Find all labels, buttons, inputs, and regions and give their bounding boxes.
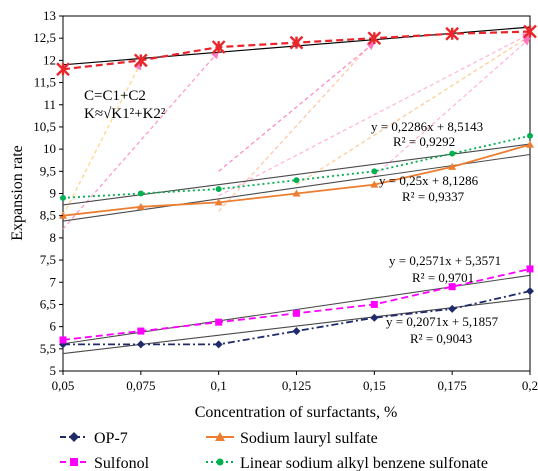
data-point <box>370 180 379 188</box>
data-point <box>136 202 145 210</box>
legend-label-sls: Sodium lauryl sulfate <box>240 430 378 447</box>
data-point <box>56 62 70 77</box>
y-tick-label: 6 <box>50 319 57 334</box>
y-axis-title: Expansion rate <box>9 145 26 241</box>
y-tick-label: 8,5 <box>40 208 56 223</box>
series-lines <box>56 24 537 349</box>
legend-marker-lasbs <box>216 458 224 466</box>
combination-arrows <box>62 33 531 230</box>
y-tick-label: 5 <box>50 363 57 378</box>
combination-arrow <box>218 42 375 172</box>
legend-item-sls: Sodium lauryl sulfate <box>206 430 378 447</box>
data-point <box>526 287 534 296</box>
y-tick-label: 8 <box>50 230 57 245</box>
formula-line-2: K≈√K1²+K2² <box>84 106 166 122</box>
formula-box: C=C1+C2 K≈√K1²+K2² <box>84 88 166 122</box>
legend-label-sulfonol: Sulfonol <box>94 455 150 471</box>
y-tick-label: 7 <box>50 274 57 289</box>
legend-label-lasbs: Linear sodium alkyl benzene sulfonate <box>240 455 488 471</box>
trend-equation-sls: y = 0,25x + 8,1286 <box>379 173 479 188</box>
legend-label-op7: OP-7 <box>94 430 128 447</box>
legend-marker-sls <box>215 432 225 441</box>
data-point <box>211 40 226 54</box>
data-point <box>214 198 223 206</box>
combination-arrow <box>218 33 531 197</box>
y-tick-label: 9 <box>50 186 57 201</box>
y-tick-label: 13 <box>43 8 56 23</box>
data-point <box>293 177 300 184</box>
y-tick-label: 10 <box>43 141 56 156</box>
data-point <box>133 53 148 68</box>
data-point <box>448 304 457 313</box>
x-tick-label: 0,15 <box>363 378 386 393</box>
y-tick-label: 7,5 <box>40 252 56 267</box>
x-axis: 0,05 0,075 0,1 0,125 0,15 0,175 0,2 <box>52 371 538 393</box>
data-point <box>292 327 301 336</box>
legend-item-sulfonol: Sulfonol <box>60 455 150 471</box>
trend-r2-sls: R² = 0,9337 <box>402 189 465 204</box>
data-point <box>60 194 66 201</box>
trend-equation-sulfonol: y = 0,2571x + 5,3571 <box>389 253 501 268</box>
data-point <box>292 189 301 197</box>
x-tick-label: 0,125 <box>282 378 311 393</box>
data-point <box>293 309 300 317</box>
legend-marker-op7 <box>69 432 79 442</box>
data-point <box>526 265 534 273</box>
data-point <box>367 31 382 46</box>
trend-r2-op7: R² = 0,9043 <box>410 331 472 346</box>
data-point <box>137 190 144 197</box>
x-tick-label: 0,1 <box>211 378 227 393</box>
trend-r2-lasbs: R² = 0,9292 <box>393 134 455 149</box>
combination-arrow <box>62 61 142 216</box>
data-point <box>526 140 534 148</box>
x-tick-label: 0,175 <box>438 378 467 393</box>
legend-item-op7: OP-7 <box>60 430 128 447</box>
formula-line-1: C=C1+C2 <box>84 88 146 104</box>
y-tick-label: 12 <box>43 52 56 67</box>
legend-item-lasbs: Linear sodium alkyl benzene sulfonate <box>206 455 488 471</box>
x-tick-label: 0,075 <box>126 378 155 393</box>
y-tick-label: 6,5 <box>40 296 56 311</box>
data-point <box>371 168 378 175</box>
data-point <box>136 340 145 349</box>
data-point <box>448 162 457 170</box>
x-tick-label: 0,05 <box>52 378 75 393</box>
data-point <box>449 150 456 157</box>
y-tick-label: 11 <box>43 97 56 112</box>
trend-r2-sulfonol: R² = 0,9701 <box>412 270 474 285</box>
trend-equation-op7: y = 0,2071x + 5,1857 <box>386 314 499 329</box>
data-point <box>137 327 145 335</box>
data-point <box>523 24 537 39</box>
x-axis-title: Concentration of surfactants, % <box>195 404 398 421</box>
trend-equation-lasbs: y = 0,2286x + 8,5143 <box>371 119 483 134</box>
trend-annotations: y = 0,2286x + 8,5143 R² = 0,9292 y = 0,2… <box>371 119 501 346</box>
y-tick-label: 11,5 <box>34 75 56 90</box>
data-point <box>214 340 223 349</box>
y-tick-label: 9,5 <box>40 163 56 178</box>
legend-marker-sulfonol <box>70 458 78 466</box>
y-tick-label: 12,5 <box>33 30 56 45</box>
y-tick-label: 10,5 <box>33 119 56 134</box>
data-point <box>215 186 222 193</box>
data-point <box>215 318 223 326</box>
y-tick-label: 5,5 <box>40 341 56 356</box>
legend: OP-7 Sodium lauryl sulfate Sulfonol Line… <box>60 430 488 471</box>
data-point <box>448 283 456 291</box>
data-point <box>289 35 304 50</box>
y-axis: 5 5,5 6 6,5 7 7,5 8 8,5 9 9,5 10 10,5 11 11,5 12 12,5 13 <box>33 8 63 378</box>
combination-arrow <box>62 50 220 230</box>
data-point <box>370 313 379 322</box>
data-point <box>370 300 378 308</box>
data-point <box>59 336 67 344</box>
data-point <box>445 26 460 41</box>
data-point <box>527 132 533 139</box>
x-tick-label: 0,2 <box>522 378 538 393</box>
